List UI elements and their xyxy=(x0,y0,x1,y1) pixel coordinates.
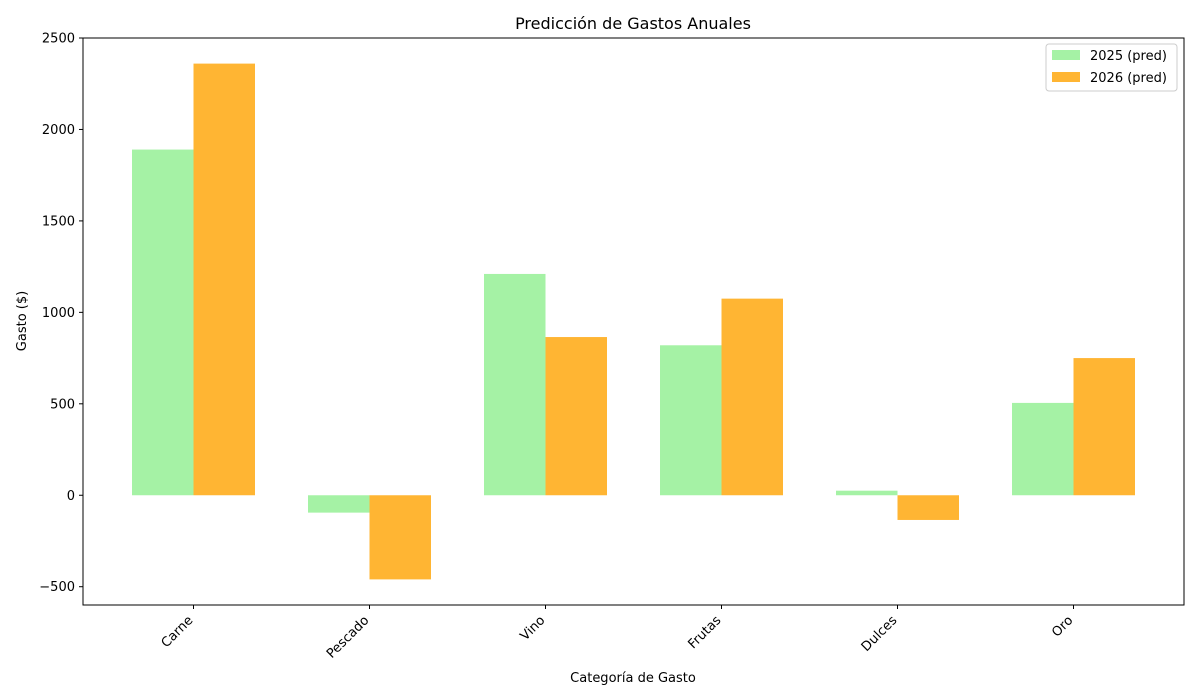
bar-2026-vino xyxy=(545,337,607,496)
bar-2026-dulces xyxy=(897,495,959,520)
bar-2025-frutas xyxy=(660,345,722,496)
x-axis-label: Categoría de Gasto xyxy=(570,671,696,686)
bar-2025-pescado xyxy=(308,495,370,513)
y-tick-label: 1500 xyxy=(42,214,75,229)
y-tick-label: −500 xyxy=(39,580,75,595)
bar-2025-vino xyxy=(484,273,546,496)
bar-2026-frutas xyxy=(721,298,783,496)
bar-2026-oro xyxy=(1073,358,1135,496)
bars-group xyxy=(132,63,1135,580)
y-axis: −500 0 500 1000 1500 2000 2500 xyxy=(39,32,83,595)
chart-title: Predicción de Gastos Anuales xyxy=(515,14,751,33)
y-tick-label: 1000 xyxy=(42,306,75,321)
bar-2026-carne xyxy=(193,63,255,496)
legend-label: 2025 (pred) xyxy=(1090,49,1167,64)
y-tick-label: 2500 xyxy=(42,32,75,47)
y-tick-label: 2000 xyxy=(42,123,75,138)
bar-2025-carne xyxy=(132,149,194,496)
y-tick-label: 500 xyxy=(50,397,75,412)
plot-frame xyxy=(82,37,1185,606)
bar-2025-oro xyxy=(1012,402,1074,496)
legend-label: 2026 (pred) xyxy=(1090,71,1167,86)
bar-2026-pescado xyxy=(369,495,431,580)
y-tick-label: 0 xyxy=(67,489,75,504)
legend-swatch xyxy=(1052,72,1080,82)
bar-2025-dulces xyxy=(836,490,898,496)
legend: 2025 (pred) 2026 (pred) xyxy=(1045,43,1178,92)
y-axis-label: Gasto ($) xyxy=(15,291,30,351)
legend-swatch xyxy=(1052,50,1080,60)
